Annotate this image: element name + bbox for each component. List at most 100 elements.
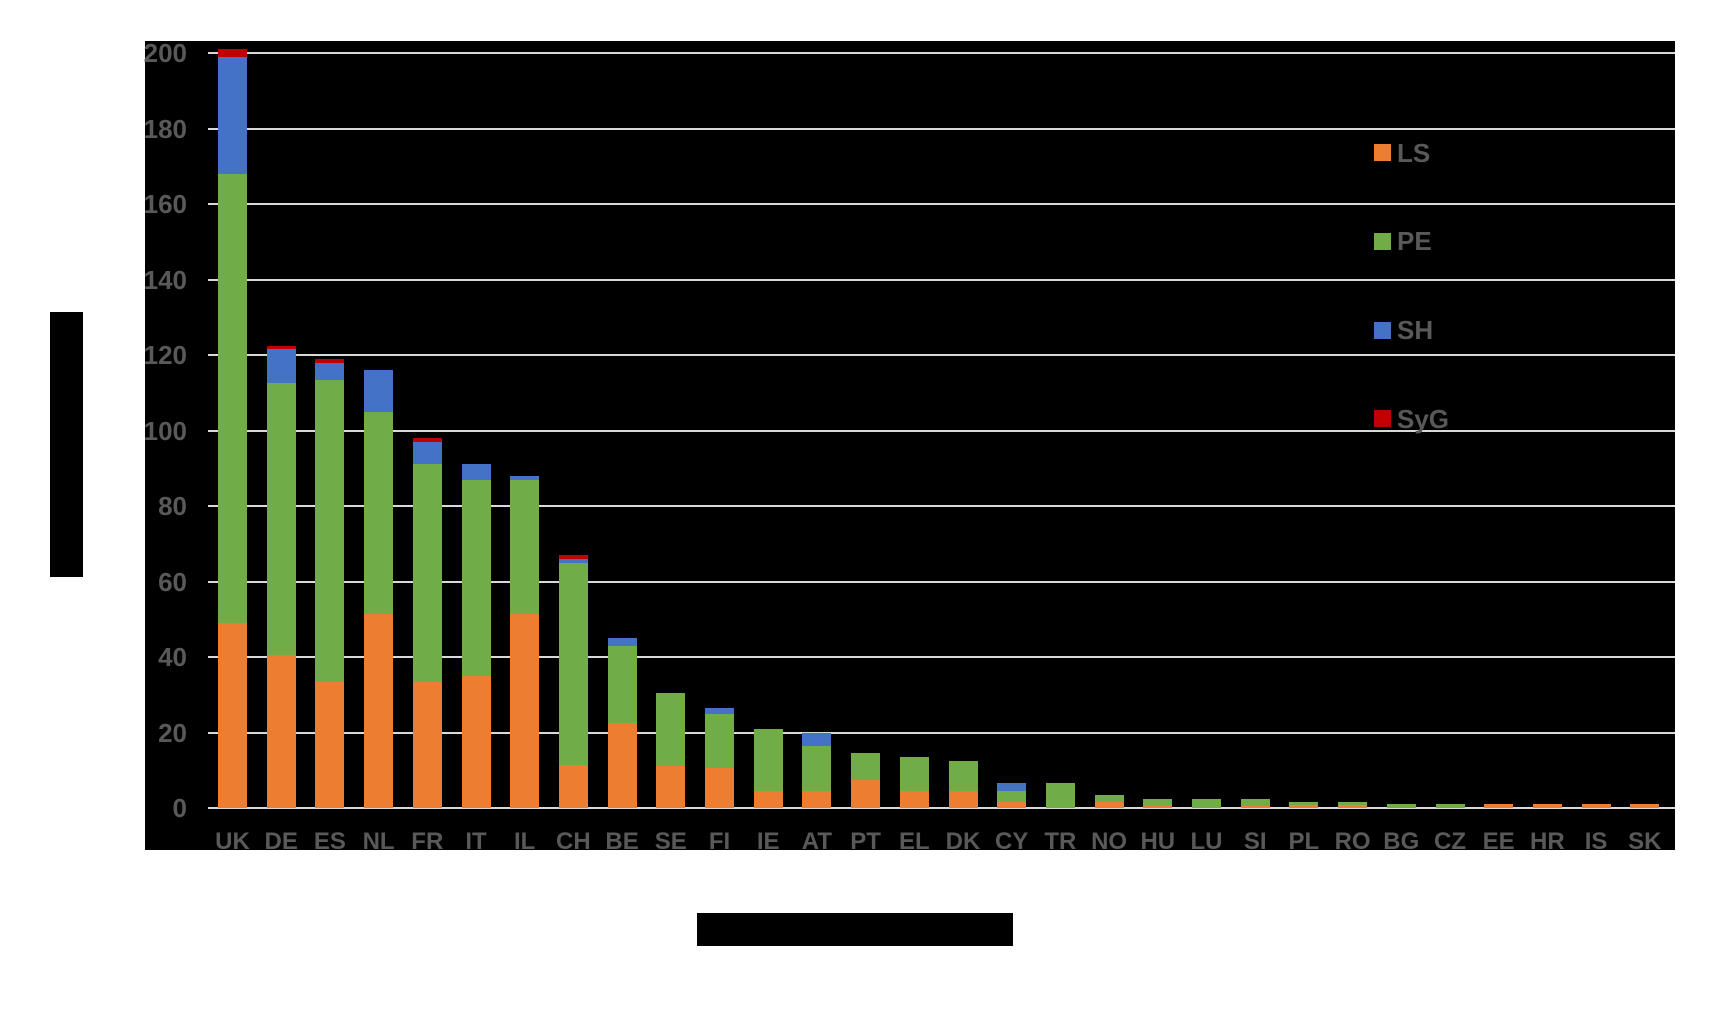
bar-CY-SH xyxy=(997,783,1027,792)
x-axis-label-IL: IL xyxy=(514,828,536,855)
bar-IT-LS xyxy=(461,675,491,808)
x-axis-label-NL: NL xyxy=(362,828,395,855)
y-gridline-80 xyxy=(208,505,1675,507)
x-axis-label-BE: BE xyxy=(605,828,639,855)
bar-CH-PE xyxy=(558,562,588,765)
bar-FI-SH xyxy=(705,707,734,714)
y-axis-tick-label: 0 xyxy=(172,793,187,823)
x-axis-label-FI: FI xyxy=(708,828,731,855)
bar-AT-SH xyxy=(802,732,832,746)
legend-label: PE xyxy=(1397,226,1432,256)
bar-EL-LS xyxy=(899,791,929,808)
bar-EE-LS xyxy=(1484,804,1514,808)
bar-IE-PE xyxy=(753,728,783,792)
bar-UK-LS xyxy=(218,623,247,808)
x-axis-label-HR: HR xyxy=(1530,828,1565,855)
legend-swatch-SyG xyxy=(1374,410,1391,427)
bar-DE-PE xyxy=(266,383,296,656)
bar-NL-PE xyxy=(364,411,394,614)
legend-item-SH: SH xyxy=(1374,317,1433,343)
bar-IT-PE xyxy=(461,479,491,676)
x-axis-label-IT: IT xyxy=(465,828,487,855)
bar-IL-PE xyxy=(510,479,540,614)
x-axis-label-BG: BG xyxy=(1383,828,1420,855)
y-gridline-40 xyxy=(208,656,1675,658)
x-axis-label-SI: SI xyxy=(1243,828,1267,855)
bar-SE-PE xyxy=(656,692,686,767)
bar-FI-PE xyxy=(705,713,734,769)
x-axis-label-PT: PT xyxy=(850,828,881,855)
bar-FR-SH xyxy=(412,441,442,465)
x-axis-label-IS: IS xyxy=(1584,828,1608,855)
bar-PT-PE xyxy=(851,753,881,780)
x-axis-label-SE: SE xyxy=(654,828,687,855)
x-axis-label-EL: EL xyxy=(898,828,930,855)
legend-item-LS: LS xyxy=(1374,140,1430,166)
y-axis-tick-label: 60 xyxy=(158,566,187,597)
bar-BE-LS xyxy=(607,723,637,808)
bar-PT-LS xyxy=(851,779,881,808)
bar-DE-LS xyxy=(266,655,296,808)
x-axis-label-PL: PL xyxy=(1288,828,1320,855)
bar-IT-SH xyxy=(461,464,491,480)
bar-SI-LS xyxy=(1240,806,1270,808)
bar-DE-SyG xyxy=(266,345,296,350)
bar-LU-PE xyxy=(1192,798,1221,808)
x-axis-label-ES: ES xyxy=(313,828,346,855)
bar-NO-PE xyxy=(1094,794,1124,803)
y-axis-tick-label: 120 xyxy=(143,340,187,370)
bar-NO-LS xyxy=(1094,802,1124,808)
bar-HU-LS xyxy=(1143,806,1173,808)
y-axis-tick-label: 200 xyxy=(143,38,187,68)
x-axis-label-TR: TR xyxy=(1044,828,1077,855)
legend-swatch-SH xyxy=(1374,321,1391,339)
bar-NL-SH xyxy=(364,370,394,412)
x-axis-label-IE: IE xyxy=(756,828,780,855)
bar-AT-LS xyxy=(802,791,832,808)
bar-IL-SH xyxy=(510,475,540,480)
bar-SK-LS xyxy=(1630,804,1660,808)
y-axis-tick-label: 140 xyxy=(143,264,187,295)
x-axis-label-DK: DK xyxy=(945,828,981,855)
bar-CH-SH xyxy=(558,558,588,563)
bar-ES-PE xyxy=(315,379,345,682)
x-axis-label-CZ: CZ xyxy=(1434,828,1466,855)
y-gridline-20 xyxy=(208,731,1675,734)
x-axis-label-UK: UK xyxy=(215,828,250,855)
redacted-y-axis-title-block xyxy=(50,312,83,577)
x-axis-label-FR: FR xyxy=(411,828,444,855)
x-axis-label-HU: HU xyxy=(1140,828,1176,855)
y-axis-tick-label: 40 xyxy=(158,642,187,672)
y-gridline-60 xyxy=(208,580,1675,583)
legend-item-SyG: SyG xyxy=(1374,406,1449,432)
x-axis-label-EE: EE xyxy=(1482,828,1515,855)
bar-TR-PE xyxy=(1045,783,1075,808)
bar-DK-PE xyxy=(948,760,978,792)
y-axis-tick-label: 160 xyxy=(143,189,187,219)
bar-BG-PE xyxy=(1386,804,1416,808)
y-gridline-160 xyxy=(208,203,1675,205)
bar-CH-SyG xyxy=(558,555,588,559)
bar-FI-LS xyxy=(705,768,734,808)
legend-item-PE: PE xyxy=(1374,228,1432,254)
bar-UK-PE xyxy=(218,173,247,624)
bar-FR-PE xyxy=(412,464,442,682)
y-gridline-180 xyxy=(208,127,1675,130)
x-axis-label-NO: NO xyxy=(1091,828,1128,855)
y-axis-tick-label: 180 xyxy=(143,113,187,144)
legend-label: LS xyxy=(1397,137,1431,168)
y-gridline-120 xyxy=(208,354,1675,356)
bar-HU-PE xyxy=(1143,798,1173,807)
legend-label: SyG xyxy=(1397,403,1450,434)
y-gridline-0 xyxy=(208,807,1675,809)
bar-IS-LS xyxy=(1581,804,1611,808)
x-axis-label-SK: SK xyxy=(1628,828,1662,855)
bar-CY-PE xyxy=(997,791,1027,803)
bar-IL-LS xyxy=(510,613,540,808)
bar-SE-LS xyxy=(656,766,686,808)
bar-ES-SyG xyxy=(315,358,345,363)
x-axis-label-AT: AT xyxy=(801,828,832,855)
x-axis-label-DE: DE xyxy=(264,828,298,855)
x-axis-label-RO: RO xyxy=(1334,828,1371,855)
